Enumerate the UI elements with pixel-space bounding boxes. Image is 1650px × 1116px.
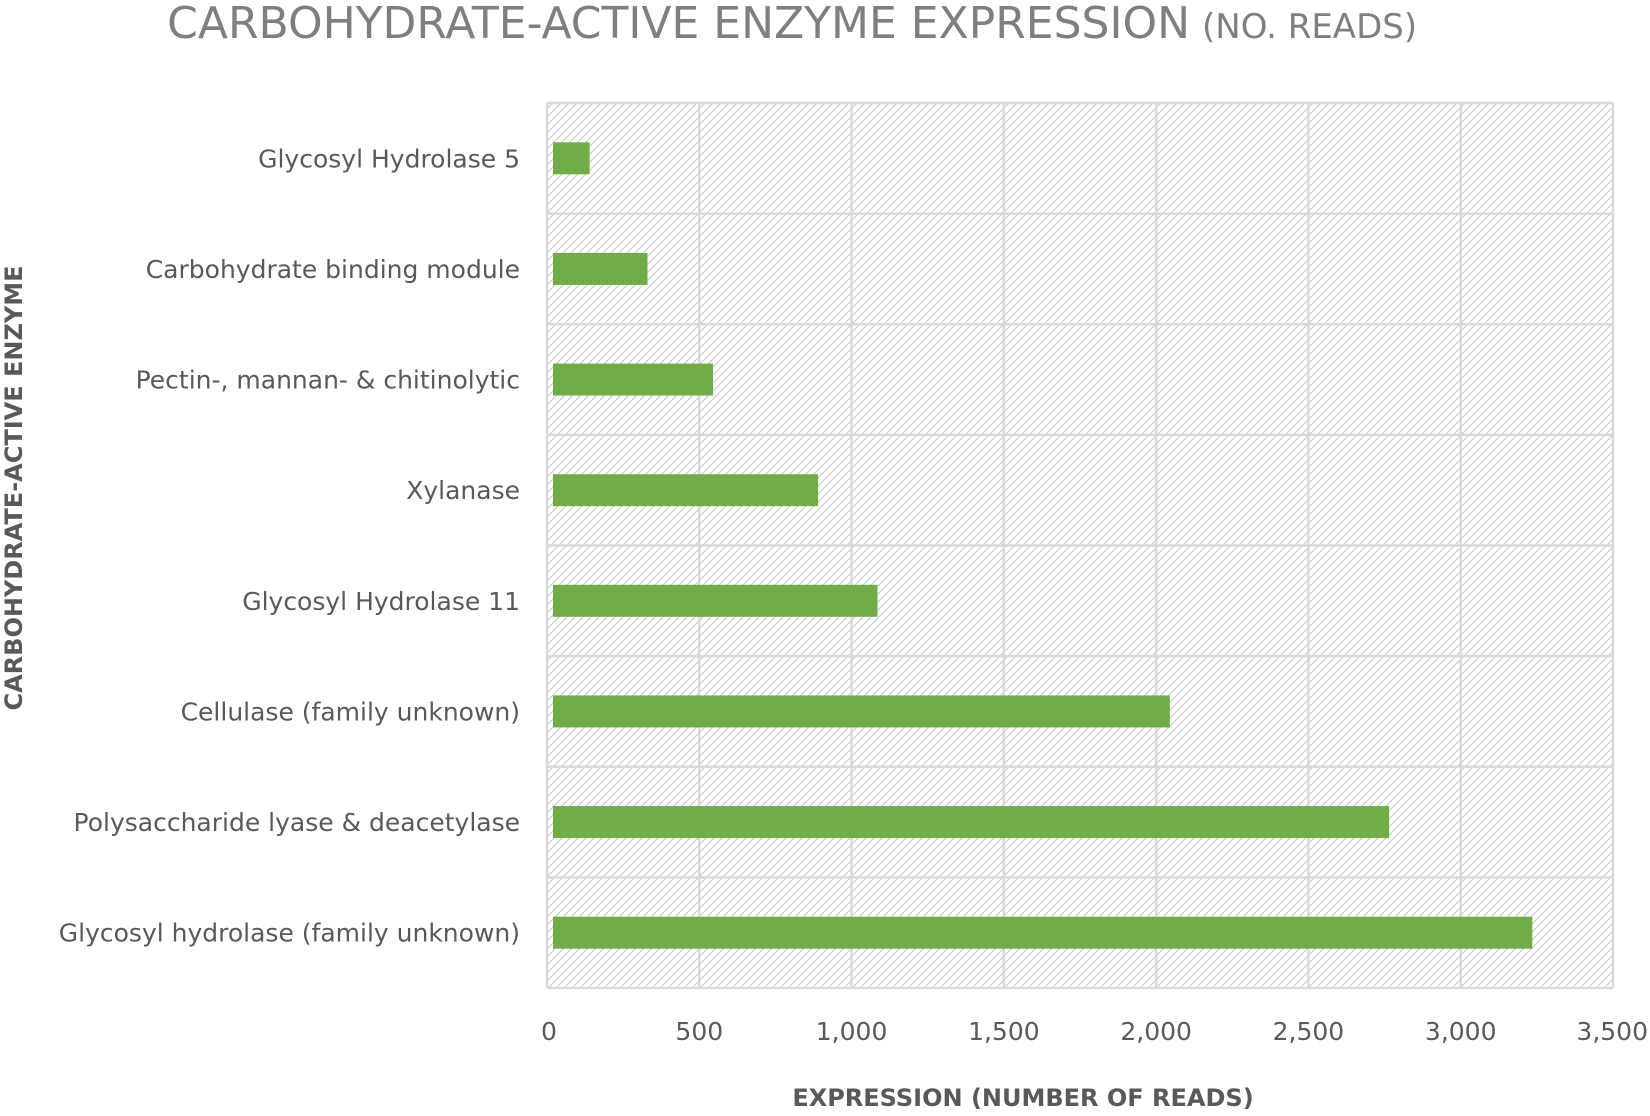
- x-tick-label: 3,000: [1425, 1017, 1497, 1046]
- category-label: Pectin-, mannan- & chitinolytic: [136, 366, 520, 395]
- x-tick-label: 0: [541, 1017, 557, 1046]
- x-tick-label: 2,500: [1273, 1017, 1345, 1046]
- chart-title: CARBOHYDRATE-ACTIVE ENZYME EXPRESSION: [167, 0, 1190, 49]
- category-label: Glycosyl Hydrolase 11: [242, 587, 520, 616]
- bar: [553, 252, 648, 285]
- bars: [553, 142, 1533, 949]
- x-tick-label: 500: [675, 1017, 723, 1046]
- bar: [553, 916, 1533, 949]
- x-tick-label: 2,000: [1120, 1017, 1192, 1046]
- category-label: Xylanase: [406, 476, 520, 505]
- x-tick-label: 1,500: [968, 1017, 1040, 1046]
- chart-subtitle: (NO. READS): [1202, 7, 1417, 47]
- gridlines: [545, 101, 1615, 990]
- bar: [553, 695, 1170, 728]
- bar: [553, 584, 878, 617]
- x-tick-label: 3,500: [1576, 1017, 1648, 1046]
- bar: [553, 474, 819, 507]
- category-label: Polysaccharide lyase & deacetylase: [74, 808, 520, 837]
- bar: [553, 806, 1390, 839]
- x-tick-label: 1,000: [816, 1017, 888, 1046]
- category-label: Carbohydrate binding module: [146, 255, 520, 284]
- category-label: Glycosyl Hydrolase 5: [258, 144, 520, 173]
- bar: [553, 363, 713, 396]
- category-labels: Glycosyl Hydrolase 5 Carbohydrate binding…: [59, 144, 520, 947]
- bar: [553, 142, 590, 175]
- x-axis-title: EXPRESSION (NUMBER OF READS): [792, 1084, 1253, 1112]
- y-axis-title: CARBOHYDRATE-ACTIVE ENZYME: [0, 265, 28, 710]
- category-label: Glycosyl hydrolase (family unknown): [59, 919, 520, 948]
- x-tick-labels: 0 500 1,000 1,500 2,000 2,500 3,000 3,500: [541, 1017, 1648, 1046]
- category-label: Cellulase (family unknown): [181, 697, 520, 726]
